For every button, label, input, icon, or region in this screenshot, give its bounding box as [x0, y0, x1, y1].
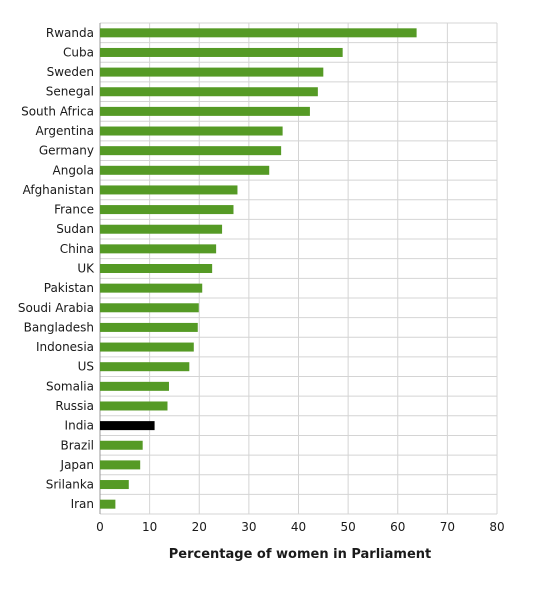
bar — [100, 205, 233, 214]
bar — [100, 68, 323, 77]
bars — [100, 28, 417, 508]
bar — [100, 343, 194, 352]
bar — [100, 441, 143, 450]
x-tick-label: 20 — [192, 520, 207, 534]
bar — [100, 460, 140, 469]
category-label: Brazil — [61, 438, 95, 452]
bar — [100, 401, 167, 410]
category-label: Srilanka — [46, 478, 94, 492]
category-label: Bangladesh — [24, 320, 94, 334]
category-label: Afghanistan — [23, 183, 94, 197]
category-label: Soudi Arabia — [18, 301, 94, 315]
bar — [100, 146, 281, 155]
bar — [100, 244, 216, 253]
x-tick-label: 80 — [489, 520, 504, 534]
x-tick-label: 50 — [340, 520, 355, 534]
category-label: Germany — [39, 144, 94, 158]
x-tick-label: 30 — [241, 520, 256, 534]
category-label: China — [60, 242, 94, 256]
bar — [100, 28, 417, 37]
category-label: India — [65, 419, 94, 433]
category-label: Sudan — [56, 222, 94, 236]
x-tick-label: 0 — [96, 520, 104, 534]
category-labels: Rwanda Cuba Sweden Senegal South Africa Argen… — [18, 26, 95, 511]
category-label: Iran — [71, 497, 94, 511]
x-axis-label: Percentage of women in Parliament — [169, 547, 431, 562]
category-label: Somalia — [46, 379, 94, 393]
category-label: Indonesia — [36, 340, 94, 354]
bar — [100, 303, 199, 312]
category-label: Cuba — [63, 45, 94, 59]
x-tick-label: 60 — [390, 520, 405, 534]
category-label: Rwanda — [46, 26, 94, 40]
bar — [100, 225, 222, 234]
bar — [100, 362, 189, 371]
x-tick-labels: 0 10 20 30 40 50 60 70 80 — [96, 520, 504, 534]
x-tick-label: 70 — [440, 520, 455, 534]
category-label: Senegal — [46, 85, 94, 99]
category-label: Pakistan — [44, 281, 94, 295]
category-label: Angola — [53, 163, 94, 177]
x-tick-label: 10 — [142, 520, 157, 534]
bar — [100, 500, 115, 509]
bar — [100, 421, 155, 430]
category-label: UK — [77, 262, 95, 276]
category-label: Russia — [55, 399, 94, 413]
bar — [100, 107, 310, 116]
bar — [100, 480, 129, 489]
bar — [100, 264, 212, 273]
category-label: US — [78, 360, 94, 374]
category-label: South Africa — [21, 104, 94, 118]
bar — [100, 127, 283, 136]
bar — [100, 382, 169, 391]
bar — [100, 166, 269, 175]
category-label: Sweden — [47, 65, 94, 79]
bar — [100, 48, 343, 57]
category-label: Argentina — [35, 124, 94, 138]
bar — [100, 185, 237, 194]
bar — [100, 323, 198, 332]
category-label: France — [54, 203, 94, 217]
x-tick-label: 40 — [291, 520, 306, 534]
bar — [100, 87, 318, 96]
bar — [100, 284, 202, 293]
category-label: Japan — [60, 458, 94, 472]
